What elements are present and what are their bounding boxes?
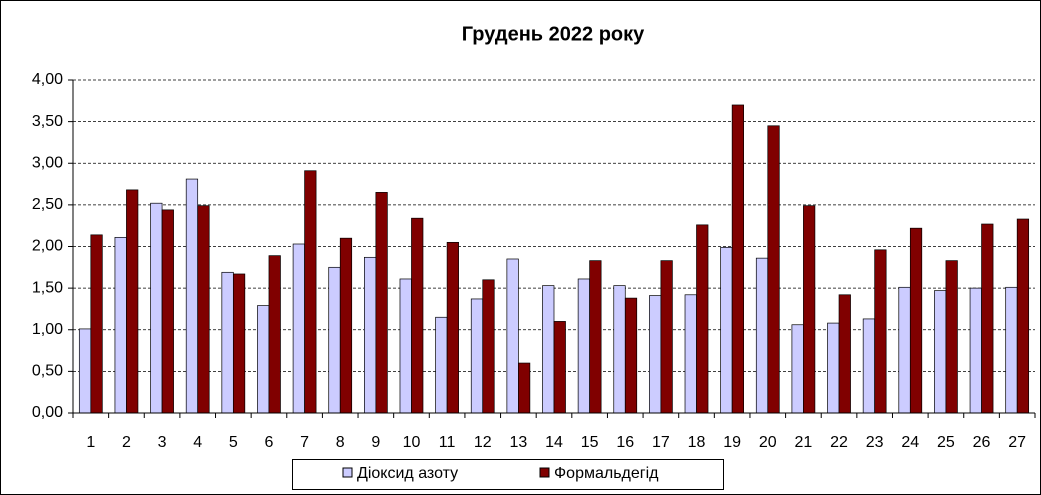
y-tick-label: 0,00 xyxy=(32,404,63,421)
bar xyxy=(969,287,982,414)
bar xyxy=(791,324,804,414)
bar xyxy=(161,209,174,414)
bar xyxy=(1005,286,1018,414)
x-tick-label: 22 xyxy=(830,434,848,451)
x-tick-label: 21 xyxy=(795,434,813,451)
bar xyxy=(731,104,744,414)
x-tick-label: 12 xyxy=(474,434,492,451)
bar xyxy=(90,234,103,414)
bar xyxy=(304,170,317,414)
x-tick-label: 11 xyxy=(439,434,456,451)
legend-swatch xyxy=(539,467,550,478)
bar xyxy=(506,258,519,414)
y-tick-label: 3,50 xyxy=(32,113,63,130)
bar xyxy=(684,294,697,414)
bar xyxy=(221,271,234,414)
bar xyxy=(375,192,388,414)
bar xyxy=(720,246,733,414)
bar xyxy=(339,237,353,414)
x-tick-label: 15 xyxy=(581,434,599,451)
bar xyxy=(364,256,377,414)
bar xyxy=(945,260,958,414)
x-tick-label: 23 xyxy=(866,434,884,451)
bar xyxy=(1016,218,1030,414)
x-tick-label: 3 xyxy=(158,434,167,451)
x-tick-label: 1 xyxy=(86,434,95,451)
y-tick-label: 1,00 xyxy=(32,321,63,338)
x-tick-label: 9 xyxy=(371,434,380,451)
x-tick-label: 16 xyxy=(616,434,634,451)
bar xyxy=(411,217,424,414)
bar xyxy=(446,241,459,414)
x-tick-label: 7 xyxy=(300,434,309,451)
bar xyxy=(197,205,210,414)
y-tick-label: 4,00 xyxy=(32,71,63,88)
x-tick-label: 26 xyxy=(973,434,991,451)
bar xyxy=(803,205,816,414)
bar xyxy=(624,297,638,414)
bar xyxy=(553,321,566,414)
bar xyxy=(470,298,484,414)
bar xyxy=(755,257,769,414)
bar xyxy=(78,328,92,414)
x-tick-label: 20 xyxy=(759,434,777,451)
bar xyxy=(874,249,887,414)
bar xyxy=(649,295,662,414)
x-tick-label: 2 xyxy=(122,434,131,451)
bar xyxy=(399,278,412,414)
bar xyxy=(898,286,911,414)
x-tick-label: 27 xyxy=(1008,434,1026,451)
legend-label: Формальдегід xyxy=(554,465,659,482)
x-tick-label: 14 xyxy=(545,434,563,451)
y-tick-label: 2,50 xyxy=(32,196,63,213)
x-tick-label: 4 xyxy=(193,434,202,451)
bar xyxy=(482,279,495,414)
bar xyxy=(435,316,448,414)
bar xyxy=(257,305,270,414)
bar xyxy=(909,227,923,414)
bar xyxy=(185,178,199,414)
bar xyxy=(126,189,139,414)
x-tick-label: 18 xyxy=(688,434,706,451)
bar xyxy=(577,278,590,414)
legend-label: Діоксид азоту xyxy=(357,465,458,482)
y-tick-label: 1,50 xyxy=(32,279,63,296)
x-tick-label: 24 xyxy=(901,434,919,451)
x-tick-label: 13 xyxy=(509,434,527,451)
bar xyxy=(542,285,555,414)
x-tick-label: 8 xyxy=(336,434,345,451)
x-tick-label: 19 xyxy=(723,434,741,451)
bar xyxy=(981,223,994,414)
bar xyxy=(328,266,341,414)
bar xyxy=(589,260,602,414)
chart-title: Грудень 2022 року xyxy=(462,23,645,45)
legend-swatch xyxy=(342,467,353,478)
bar xyxy=(150,202,163,414)
bar xyxy=(934,290,947,414)
bar xyxy=(613,285,626,414)
y-tick-label: 3,00 xyxy=(32,154,63,171)
bar xyxy=(827,322,840,414)
x-tick-label: 17 xyxy=(652,434,670,451)
bar xyxy=(660,260,673,414)
bar xyxy=(862,318,876,414)
x-tick-label: 6 xyxy=(265,434,274,451)
bar xyxy=(518,362,531,414)
bar xyxy=(268,255,281,414)
bar xyxy=(767,125,780,414)
x-tick-label: 25 xyxy=(937,434,955,451)
y-tick-label: 0,50 xyxy=(32,363,63,380)
y-tick-label: 2,00 xyxy=(32,238,63,255)
x-tick-label: 5 xyxy=(229,434,238,451)
legend-box xyxy=(292,459,724,490)
bar xyxy=(114,236,127,414)
bar xyxy=(232,273,246,414)
x-tick-label: 10 xyxy=(403,434,421,451)
bar xyxy=(696,224,709,414)
bar xyxy=(838,294,851,414)
bar xyxy=(292,243,305,414)
